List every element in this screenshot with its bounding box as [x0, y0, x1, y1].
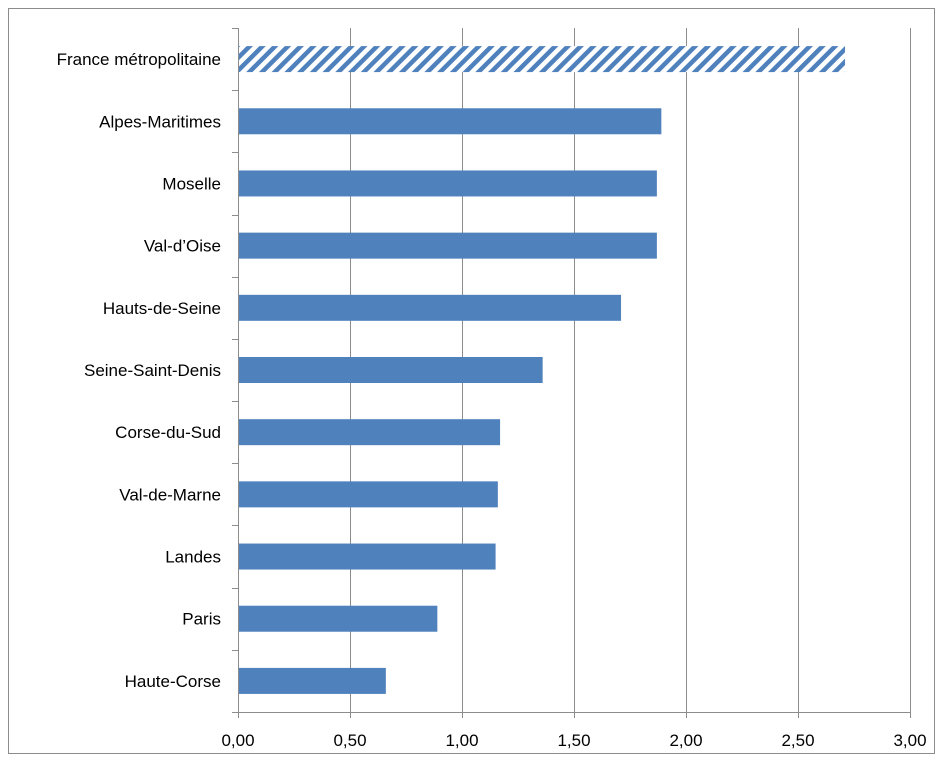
x-tick-label: 3,00 [893, 731, 926, 750]
bar-highlighted [239, 46, 846, 73]
bar [239, 419, 501, 446]
category-label: France métropolitaine [57, 50, 221, 69]
bar [239, 294, 622, 321]
category-label: Moselle [162, 174, 221, 193]
gridlines [238, 28, 911, 718]
category-label: Haute-Corse [125, 672, 221, 691]
category-label: Alpes-Maritimes [99, 112, 221, 131]
category-label: Val-de-Marne [119, 485, 221, 504]
bar [239, 543, 496, 570]
x-tick-label: 2,50 [781, 731, 814, 750]
axes [232, 28, 910, 713]
bars [239, 46, 846, 694]
x-tick-label: 1,00 [445, 731, 478, 750]
bar [239, 605, 438, 632]
category-label: Paris [182, 610, 221, 629]
category-label: Landes [165, 548, 221, 567]
x-tick-labels: 0,00 0,50 1,00 1,50 2,00 2,50 3,00 [221, 731, 926, 750]
category-label: Corse-du-Sud [115, 423, 221, 442]
category-label: Val-d’Oise [144, 237, 221, 256]
category-label: Hauts-de-Seine [103, 299, 221, 318]
x-tick-label: 0,50 [333, 731, 366, 750]
x-tick-label: 2,00 [669, 731, 702, 750]
bar [239, 232, 657, 259]
chart-frame [8, 8, 935, 754]
category-label: Seine-Saint-Denis [84, 361, 221, 380]
x-tick-label: 1,50 [557, 731, 590, 750]
bar [239, 481, 498, 508]
x-tick-label: 0,00 [221, 731, 254, 750]
bar [239, 170, 657, 197]
bar [239, 667, 386, 694]
category-labels: France métropolitaine Alpes-Maritimes Mose… [57, 50, 221, 691]
bar [239, 108, 662, 135]
bar [239, 357, 543, 383]
